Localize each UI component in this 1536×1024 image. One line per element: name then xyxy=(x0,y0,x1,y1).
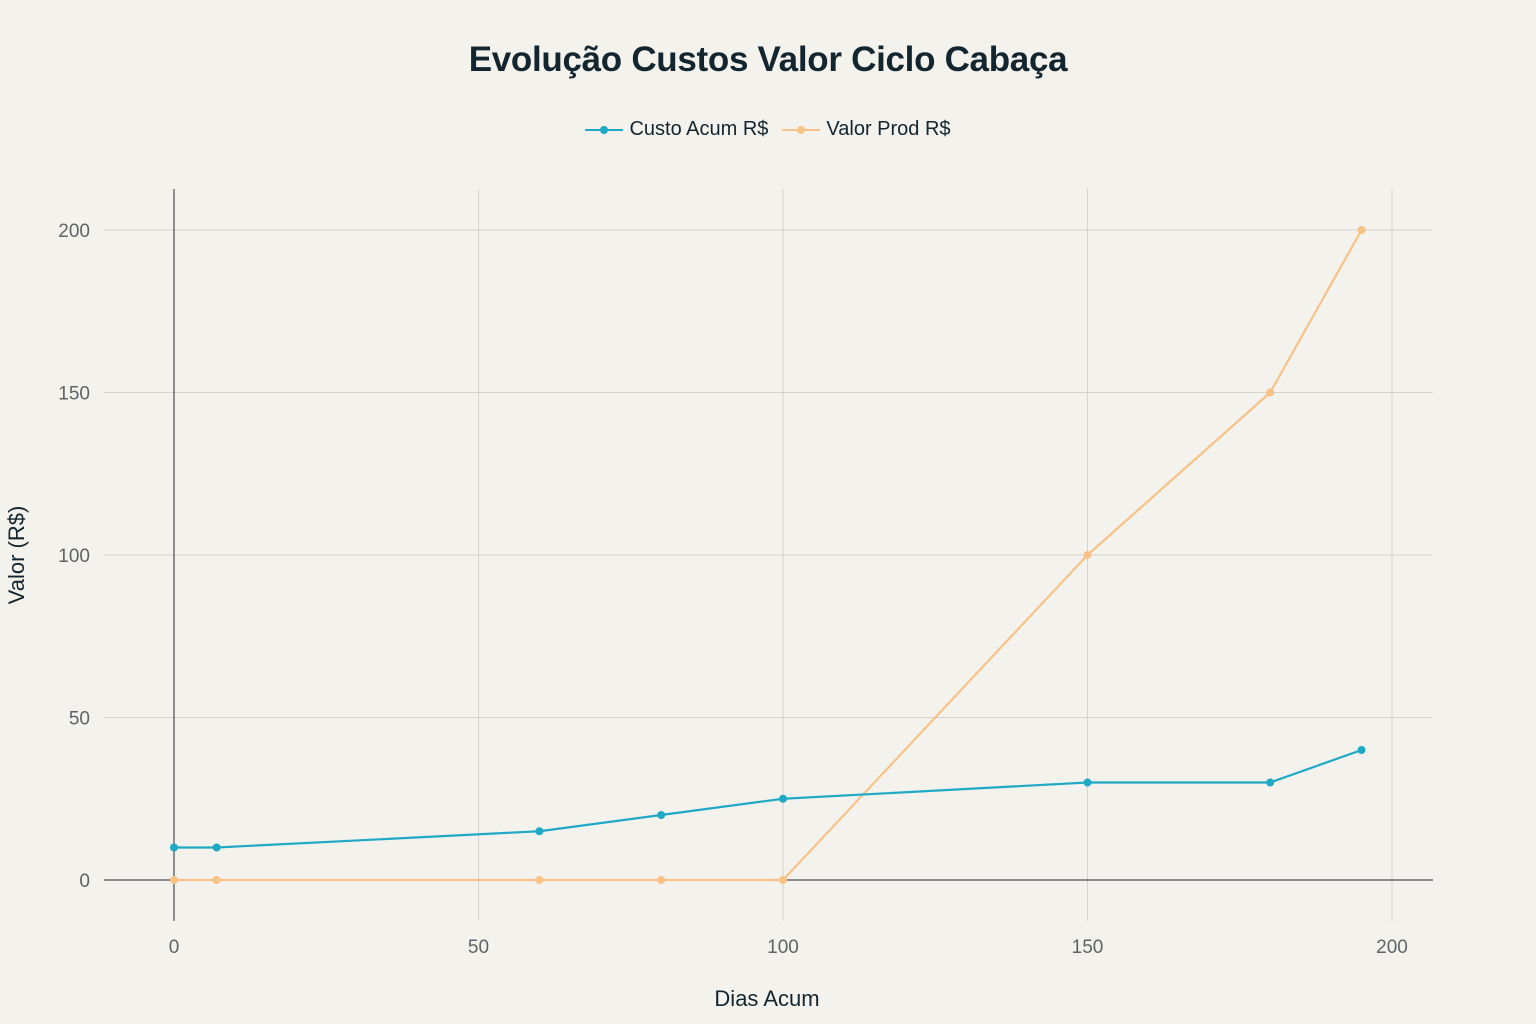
legend-label-valor: Valor Prod R$ xyxy=(826,118,951,140)
x-tick-label: 150 xyxy=(1072,937,1104,958)
data-point-marker xyxy=(535,876,544,884)
data-point-marker xyxy=(1083,778,1092,787)
series-line xyxy=(174,748,1362,849)
legend-item-custo[interactable]: Custo Acum R$ xyxy=(585,118,768,141)
legend-swatch-custo-icon xyxy=(585,124,624,136)
y-tick-label: 50 xyxy=(69,709,90,730)
series-valor-prod-r- xyxy=(170,226,1366,884)
data-point-marker xyxy=(1266,388,1275,397)
legend-label-custo: Custo Acum R$ xyxy=(629,118,769,140)
x-axis-title: Dias Acum xyxy=(714,986,819,1011)
tick-labels: 0 50 100 150 200 0 50 100 150 200 xyxy=(58,221,1408,958)
y-tick-label: 150 xyxy=(58,384,90,405)
chart-title: Evolução Custos Valor Ciclo Cabaça xyxy=(468,40,1068,79)
data-point-marker xyxy=(779,876,787,884)
data-point-marker xyxy=(1083,551,1092,559)
legend-item-valor[interactable]: Valor Prod R$ xyxy=(782,118,951,141)
legend-swatch-valor-icon xyxy=(782,124,821,136)
data-point-marker xyxy=(212,843,221,852)
data-point-marker xyxy=(535,827,544,836)
x-tick-label: 50 xyxy=(468,937,489,958)
series-lines xyxy=(170,226,1366,884)
x-tick-label: 200 xyxy=(1376,937,1408,958)
gridlines xyxy=(104,189,1433,921)
x-tick-label: 100 xyxy=(767,937,799,958)
series-line xyxy=(174,229,1363,882)
data-point-marker xyxy=(212,876,221,884)
legend: Custo Acum R$ Valor Prod R$ xyxy=(0,118,1536,141)
data-point-marker xyxy=(1357,226,1366,234)
data-point-marker xyxy=(779,794,787,803)
x-tick-label: 0 xyxy=(169,937,180,958)
data-point-marker xyxy=(657,811,666,819)
data-point-marker xyxy=(1266,778,1275,787)
data-point-marker xyxy=(1357,746,1366,754)
data-point-marker xyxy=(170,876,178,884)
y-tick-label: 100 xyxy=(58,546,90,567)
series-custo-acum-r- xyxy=(170,746,1366,852)
y-axis-title: Valor (R$) xyxy=(4,506,29,605)
y-tick-label: 0 xyxy=(79,871,90,892)
data-point-marker xyxy=(170,843,178,852)
y-tick-label: 200 xyxy=(58,221,90,242)
data-point-marker xyxy=(657,876,666,884)
